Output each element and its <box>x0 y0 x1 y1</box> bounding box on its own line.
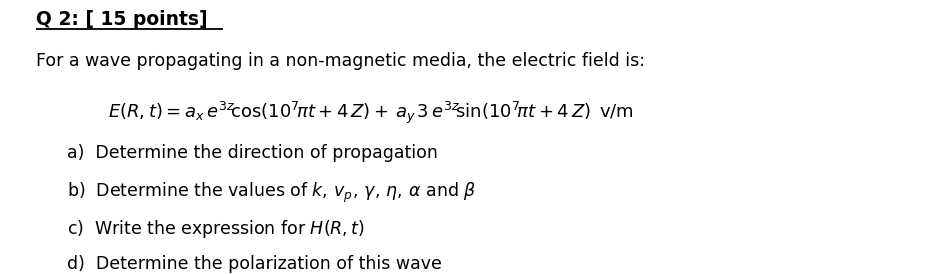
Text: For a wave propagating in a non-magnetic media, the electric field is:: For a wave propagating in a non-magnetic… <box>36 52 644 70</box>
Text: c)  Write the expression for $H(R,t)$: c) Write the expression for $H(R,t)$ <box>67 218 366 240</box>
Text: a)  Determine the direction of propagation: a) Determine the direction of propagatio… <box>67 144 439 162</box>
Text: d)  Determine the polarization of this wave: d) Determine the polarization of this wa… <box>67 255 442 273</box>
Text: $E(R,t) = a_x \, e^{3z}\!\cos(10^7\!\pi t + 4\,Z) +\, a_y \, 3\,e^{3z}\!\sin(10^: $E(R,t) = a_x \, e^{3z}\!\cos(10^7\!\pi … <box>108 100 634 126</box>
Text: Q 2: [ 15 points]: Q 2: [ 15 points] <box>36 10 208 28</box>
Text: b)  Determine the values of $k,\, v_p,\, \gamma,\, \eta,\, \alpha$ and $\beta$: b) Determine the values of $k,\, v_p,\, … <box>67 181 477 205</box>
